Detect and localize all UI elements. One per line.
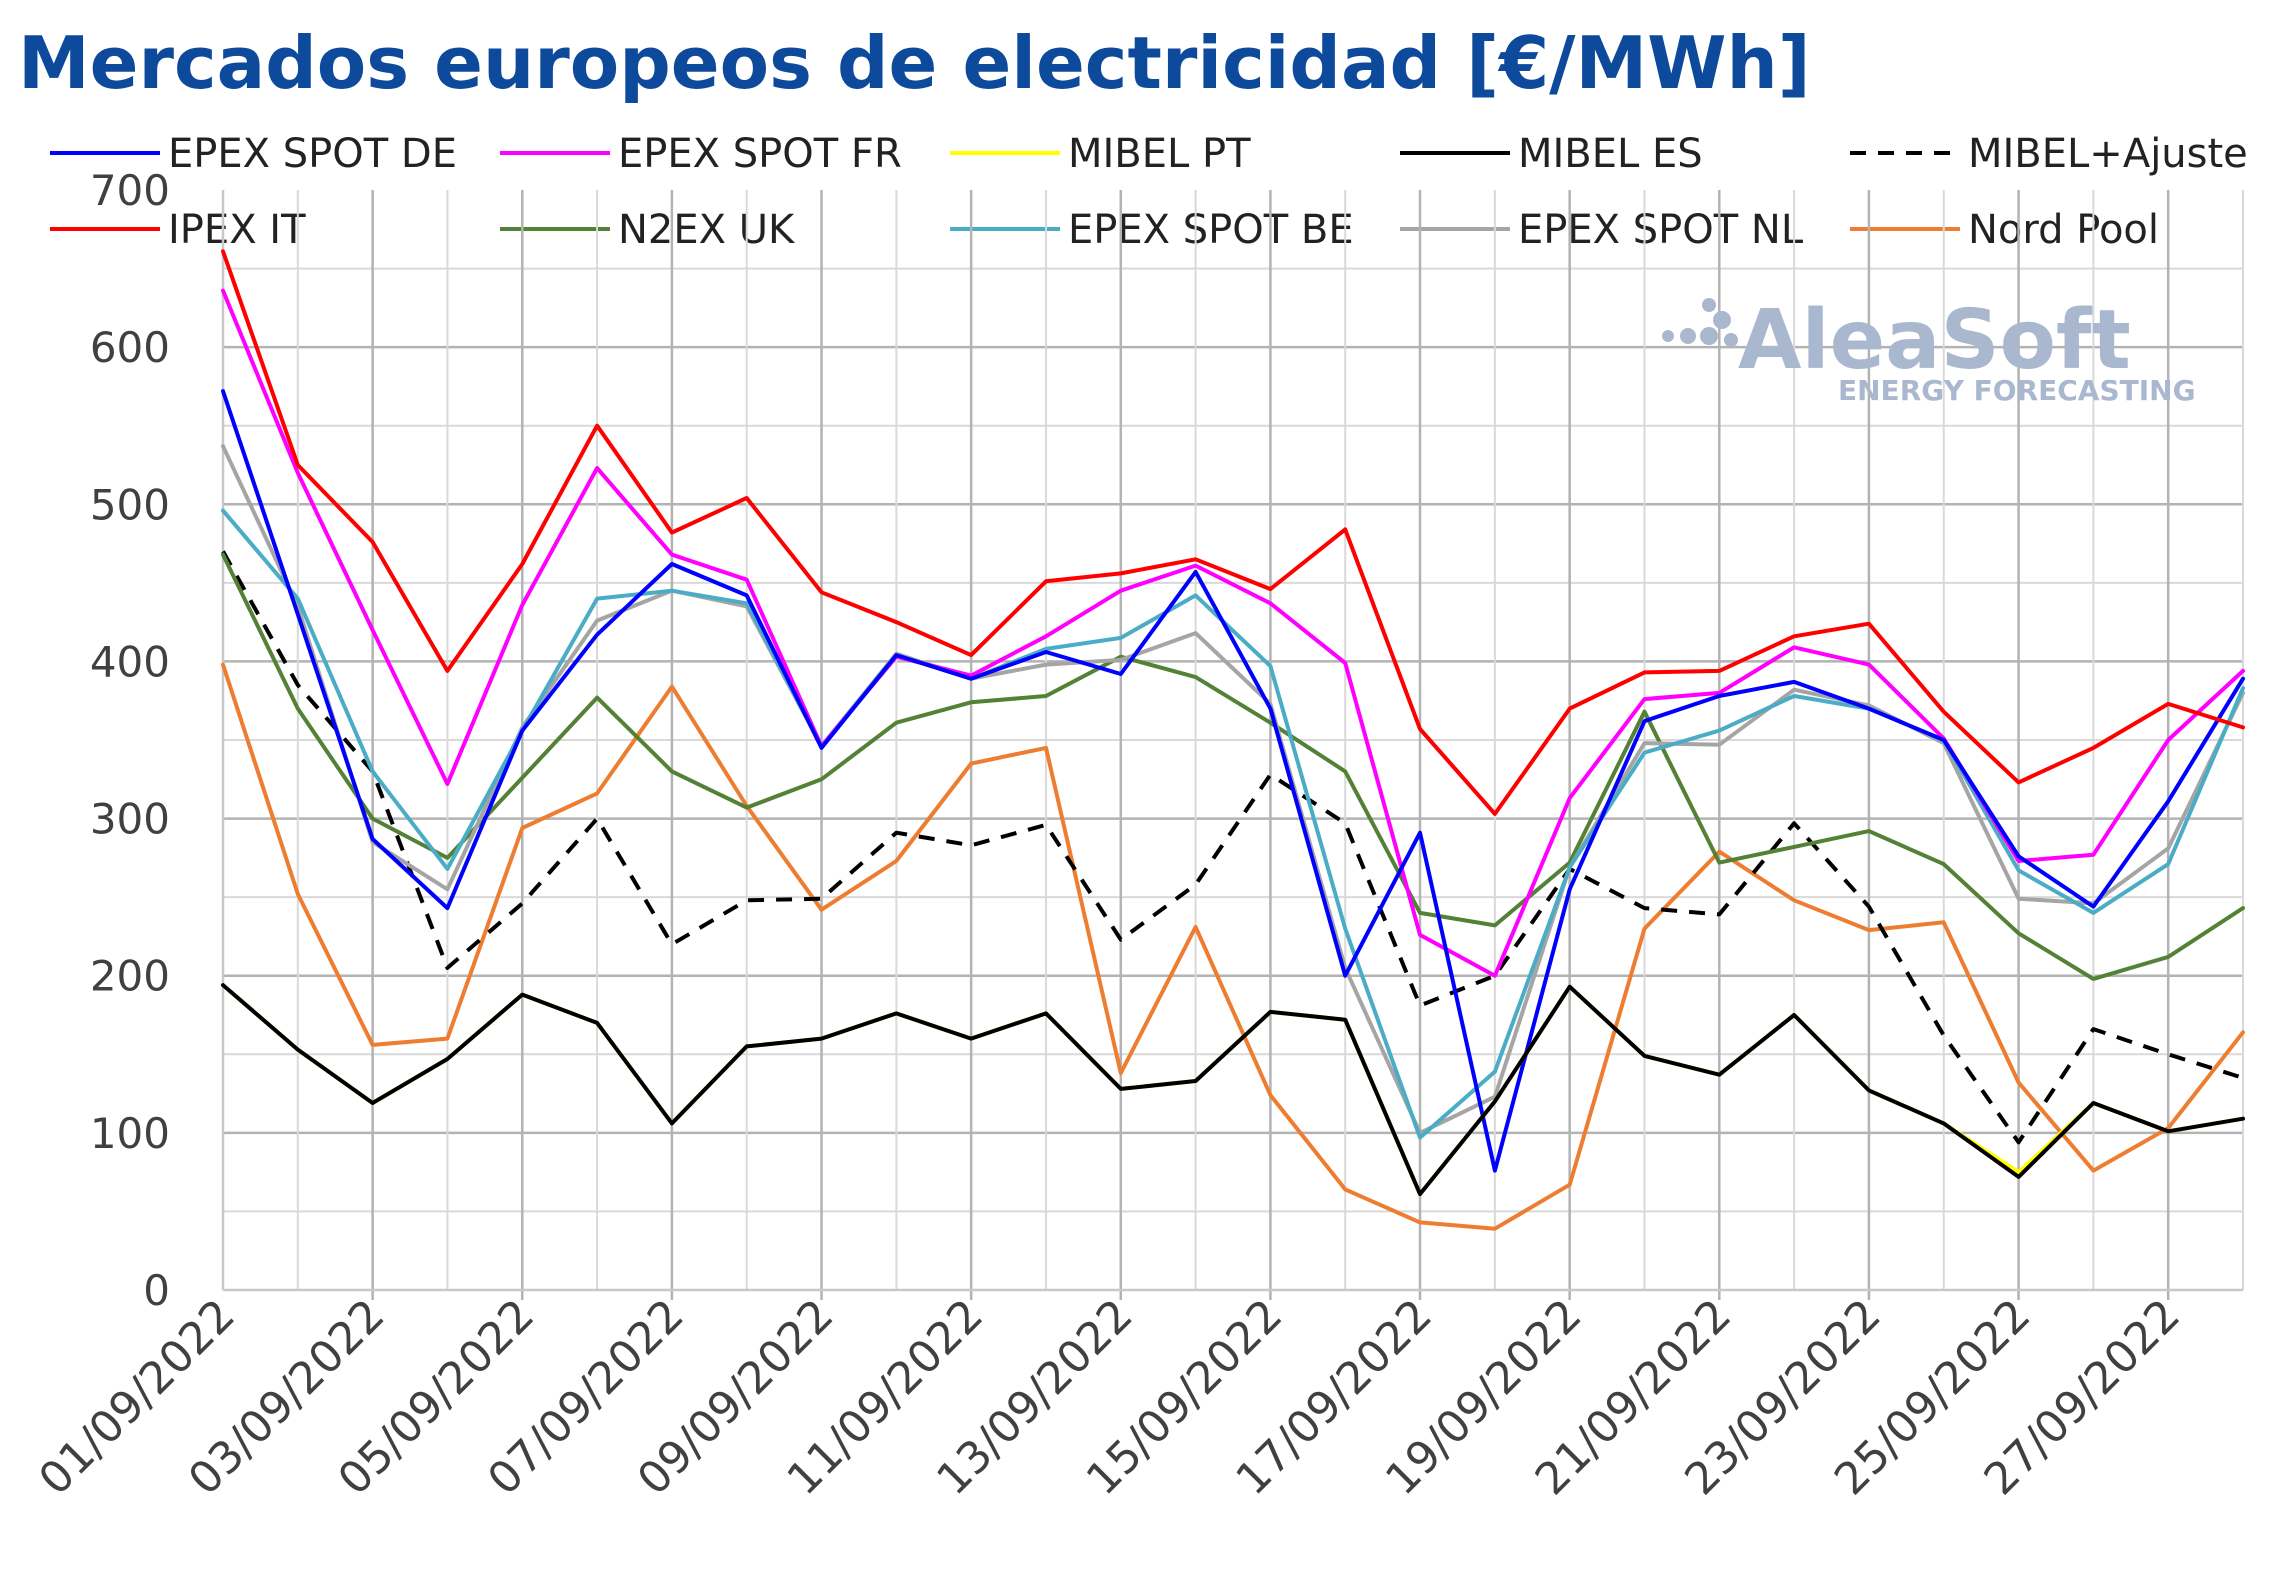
legend-label: MIBEL+Ajuste (1968, 131, 2248, 177)
legend-label: IPEX IT (168, 207, 306, 253)
legend-label: EPEX SPOT BE (1068, 207, 1354, 253)
y-tick-label: 300 (90, 795, 170, 844)
y-tick-label: 700 (90, 166, 170, 215)
legend-label: EPEX SPOT FR (618, 131, 902, 177)
watermark-logo: AleaSoft ENERGY FORECASTING (1662, 293, 2196, 407)
logo-dot (1662, 330, 1674, 342)
series-line-mibel-pt (221, 983, 2245, 1197)
gridlines (223, 190, 2244, 1300)
watermark-brand: AleaSoft (1738, 293, 2131, 388)
series-line-epex-spot-de (221, 389, 2245, 1173)
logo-dot (1702, 298, 1716, 312)
chart-title: Mercados europeos de electricidad [€/MWh… (18, 21, 1811, 105)
series-lines (221, 249, 2245, 1231)
series-line-nord-pool (221, 662, 2245, 1231)
y-tick-label: 200 (90, 952, 170, 1001)
legend-label: N2EX UK (618, 207, 796, 253)
series-line-mibel-es (221, 983, 2245, 1197)
legend-label: MIBEL PT (1068, 131, 1251, 177)
watermark-tagline: ENERGY FORECASTING (1838, 374, 2196, 407)
y-tick-label: 0 (143, 1266, 170, 1315)
logo-dot (1680, 328, 1696, 344)
legend-label: EPEX SPOT NL (1518, 207, 1804, 253)
y-tick-labels: 0 100 200 300 400 500 600 700 (90, 166, 170, 1315)
legend-label: EPEX SPOT DE (168, 131, 457, 177)
legend-label: MIBEL ES (1518, 131, 1703, 177)
series-line-n2ex-uk (221, 552, 2245, 981)
y-tick-label: 400 (90, 637, 170, 686)
y-tick-label: 100 (90, 1109, 170, 1158)
logo-dot (1700, 327, 1718, 345)
y-tick-label: 600 (90, 323, 170, 372)
logo-dots-icon (1662, 298, 1738, 347)
x-tick-labels: 01/09/202203/09/202205/09/202207/09/2022… (29, 1290, 2190, 1505)
logo-dot (1724, 333, 1738, 347)
series-line-mibel-ajuste (221, 550, 2244, 1145)
legend: EPEX SPOT DE EPEX SPOT FR MIBEL PT MIBEL ES… (50, 131, 2248, 253)
logo-dot (1713, 311, 1731, 329)
legend-label: Nord Pool (1968, 207, 2159, 253)
y-tick-label: 500 (90, 480, 170, 529)
series-line-ipex-it (221, 249, 2245, 816)
axes (221, 190, 2243, 1292)
series-line-epex-spot-fr (221, 288, 2245, 978)
